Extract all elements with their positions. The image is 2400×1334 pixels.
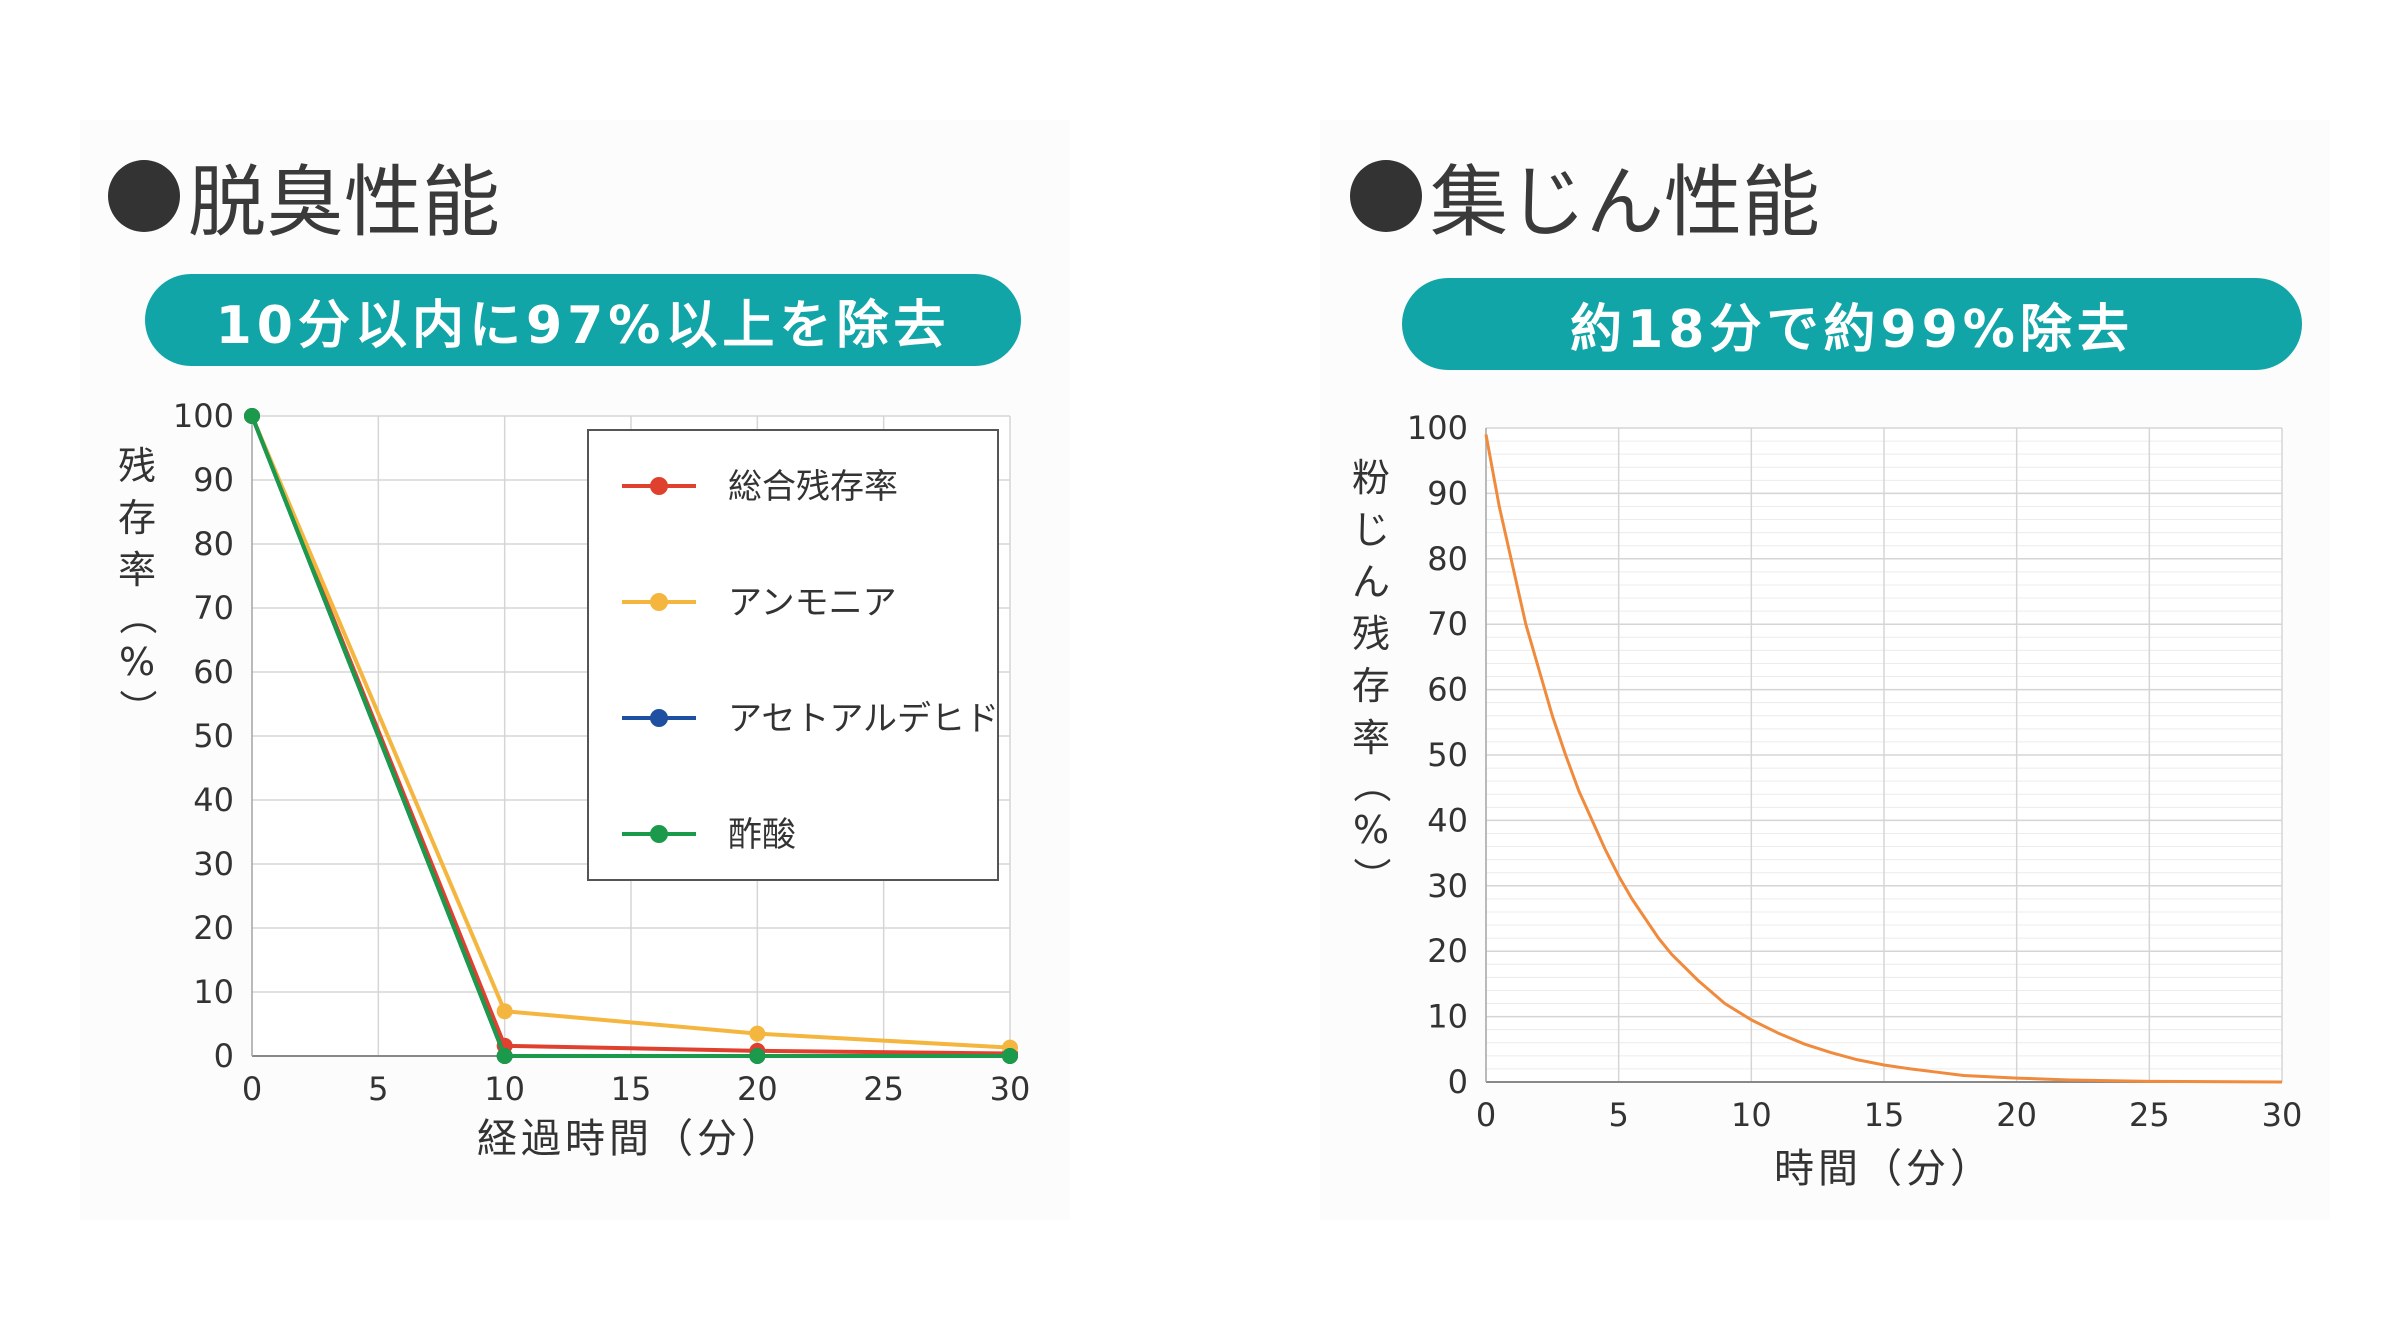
dust-y-label-char: 率 xyxy=(1352,716,1391,760)
bullet-dot-icon xyxy=(1350,160,1422,232)
deodorization-data-point xyxy=(496,1003,513,1020)
dust-y-label-char: 粉 xyxy=(1352,456,1391,500)
dust-x-tick-label: 15 xyxy=(1864,1096,1905,1134)
deodorization-x-axis-label: 経過時間（分） xyxy=(477,1116,785,1162)
dust-x-tick-label: 20 xyxy=(1996,1096,2037,1134)
deodorization-data-point xyxy=(244,408,260,424)
deodorization-x-tick-label: 15 xyxy=(611,1070,652,1108)
deodorization-x-tick-label: 5 xyxy=(368,1070,388,1108)
dust-y-tick-label: 40 xyxy=(1427,801,1468,839)
deodorization-x-tick-label: 0 xyxy=(242,1070,262,1108)
deodorization-y-tick-label: 100 xyxy=(173,397,234,435)
deodorization-legend xyxy=(587,429,999,881)
dust-y-tick-label: 90 xyxy=(1427,474,1468,512)
dust-x-tick-label: 10 xyxy=(1731,1096,1772,1134)
legend-label: 酢酸 xyxy=(728,815,796,855)
dust-heading: 集じん性能 xyxy=(1350,140,1820,252)
legend-swatch-marker xyxy=(650,825,668,843)
dust-y-label-char: 存 xyxy=(1352,664,1391,708)
deodorization-y-tick-label: 90 xyxy=(193,461,234,499)
deodorization-y-tick-label: 80 xyxy=(193,525,234,563)
dust-y-label-char: 残 xyxy=(1352,612,1391,656)
deodorization-y-label-char: 率 xyxy=(118,548,157,592)
deodorization-data-point xyxy=(749,1025,766,1042)
legend-label: アンモニア xyxy=(728,583,897,623)
deodorization-x-tick-label: 20 xyxy=(737,1070,778,1108)
dust-x-tick-label: 30 xyxy=(2262,1096,2303,1134)
deodorization-x-tick-label: 25 xyxy=(863,1070,904,1108)
legend-label: 総合残存率 xyxy=(728,467,898,507)
deodorization-y-tick-label: 10 xyxy=(193,973,234,1011)
dust-heading-text: 集じん性能 xyxy=(1430,158,1821,248)
dust-y-tick-label: 60 xyxy=(1427,671,1468,709)
dust-y-tick-label: 30 xyxy=(1427,867,1468,905)
deodorization-y-label-char: 存 xyxy=(118,496,157,540)
deodorization-y-tick-label: 40 xyxy=(193,781,234,819)
dust-y-tick-label: 80 xyxy=(1427,540,1468,578)
deodorization-y-tick-label: 60 xyxy=(193,653,234,691)
deodorization-series-line-3 xyxy=(250,415,1010,1058)
deodorization-series-line-1 xyxy=(250,415,1011,1050)
deodorization-y-label-char: % xyxy=(118,640,156,684)
dust-x-tick-label: 0 xyxy=(1476,1096,1496,1134)
deodorization-x-tick-label: 30 xyxy=(990,1070,1031,1108)
dust-series-line-0 xyxy=(1484,434,2283,1084)
deodorization-y-tick-label: 50 xyxy=(193,717,234,755)
deodorization-heading-text: 脱臭性能 xyxy=(188,158,501,248)
legend-swatch-marker xyxy=(650,709,668,727)
dust-y-tick-label: 0 xyxy=(1448,1063,1468,1101)
deodorization-y-axis-label: 残存率（%） xyxy=(115,440,159,728)
deodorization-banner: 10分以内に97%以上を除去 xyxy=(145,274,1021,366)
deodorization-y-tick-label: 0 xyxy=(214,1037,234,1075)
dust-y-label-char: % xyxy=(1352,808,1390,852)
dust-x-tick-label: 25 xyxy=(2129,1096,2170,1134)
deodorization-x-tick-label: 10 xyxy=(484,1070,525,1108)
deodorization-y-tick-label: 30 xyxy=(193,845,234,883)
bullet-dot-icon xyxy=(108,160,180,232)
dust-y-axis-label: 粉じん残存率（%） xyxy=(1349,452,1393,896)
dust-y-tick-label: 50 xyxy=(1427,736,1468,774)
dust-y-label-char: じ xyxy=(1352,508,1391,552)
legend-swatch-marker xyxy=(650,593,668,611)
deodorization-y-label-char: 残 xyxy=(118,444,157,488)
dust-x-tick-label: 5 xyxy=(1608,1096,1628,1134)
legend-label: アセトアルデヒド xyxy=(728,699,999,739)
dust-y-label-char: ん xyxy=(1352,560,1391,604)
dust-y-tick-label: 10 xyxy=(1427,998,1468,1036)
dust-x-axis-label: 時間（分） xyxy=(1774,1146,1994,1192)
dust-banner: 約18分で約99%除去 xyxy=(1402,278,2302,370)
deodorization-heading: 脱臭性能 xyxy=(108,140,500,252)
deodorization-data-point xyxy=(749,1048,766,1064)
deodorization-y-tick-label: 70 xyxy=(193,589,234,627)
legend-swatch-marker xyxy=(650,477,668,495)
dust-y-tick-label: 100 xyxy=(1407,409,1468,447)
dust-y-tick-label: 20 xyxy=(1427,932,1468,970)
deodorization-data-point xyxy=(496,1048,513,1064)
deodorization-data-point xyxy=(1002,1048,1018,1064)
deodorization-y-tick-label: 20 xyxy=(193,909,234,947)
dust-y-tick-label: 70 xyxy=(1427,605,1468,643)
